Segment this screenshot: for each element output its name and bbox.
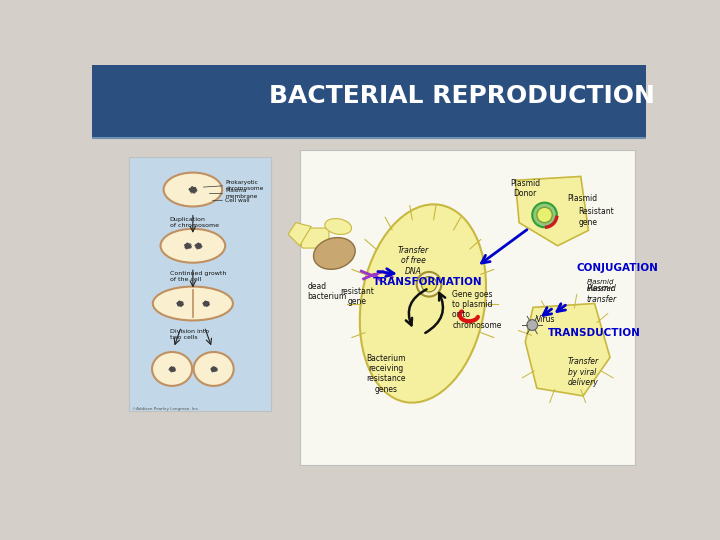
Bar [300, 150, 634, 465]
Ellipse shape [313, 238, 355, 269]
Text: Resistant
gene: Resistant gene [578, 207, 614, 227]
FancyBboxPatch shape [301, 228, 329, 248]
Text: Plasmid
transfer: Plasmid transfer [587, 279, 615, 292]
Bar [129, 157, 271, 411]
Bar [92, 65, 647, 138]
Text: Division into
two cells: Division into two cells [170, 329, 209, 340]
Circle shape [532, 202, 557, 227]
Text: CONJUGATION: CONJUGATION [577, 264, 659, 273]
Circle shape [421, 276, 437, 292]
Ellipse shape [163, 173, 222, 206]
Text: ©Addison Pearley Longman, Inc.: ©Addison Pearley Longman, Inc. [132, 407, 199, 411]
Ellipse shape [153, 287, 233, 320]
Polygon shape [288, 222, 311, 246]
Text: Continued growth
of the cell: Continued growth of the cell [170, 271, 226, 282]
Text: Transfer
of free
DNA: Transfer of free DNA [398, 246, 429, 275]
Text: Virus: Virus [536, 315, 556, 324]
Text: Plasmid: Plasmid [567, 194, 598, 203]
Ellipse shape [161, 229, 225, 262]
Polygon shape [526, 303, 610, 396]
Circle shape [417, 272, 441, 296]
Text: Plasma
membrane: Plasma membrane [225, 188, 258, 199]
Text: dead
bacterium: dead bacterium [307, 282, 346, 301]
Text: TRANSFORMATION: TRANSFORMATION [373, 276, 482, 287]
Text: Duplication
of chromosome: Duplication of chromosome [170, 217, 219, 228]
Text: Transfer
by viral
delivery: Transfer by viral delivery [567, 357, 599, 387]
Text: Gene goes
to plasmid
or to
chromosome: Gene goes to plasmid or to chromosome [452, 289, 502, 330]
Polygon shape [516, 177, 588, 246]
Ellipse shape [194, 352, 234, 386]
Text: Bacterium
receiving
resistance
genes: Bacterium receiving resistance genes [366, 354, 405, 394]
Text: resistant
gene: resistant gene [341, 287, 374, 306]
Text: BACTERIAL REPRODUCTION: BACTERIAL REPRODUCTION [269, 84, 654, 107]
Circle shape [537, 207, 552, 222]
Text: Prokaryotic
chromosome: Prokaryotic chromosome [225, 180, 264, 191]
Ellipse shape [360, 204, 486, 403]
Text: Cell wall: Cell wall [225, 198, 250, 203]
Ellipse shape [152, 352, 192, 386]
Text: Plasmid
transfer: Plasmid transfer [587, 284, 617, 303]
Text: Plasmid
Donor: Plasmid Donor [510, 179, 541, 198]
Ellipse shape [325, 219, 351, 234]
Circle shape [527, 320, 538, 330]
Bar [92, 138, 647, 481]
Text: TRANSDUCTION: TRANSDUCTION [548, 328, 641, 338]
